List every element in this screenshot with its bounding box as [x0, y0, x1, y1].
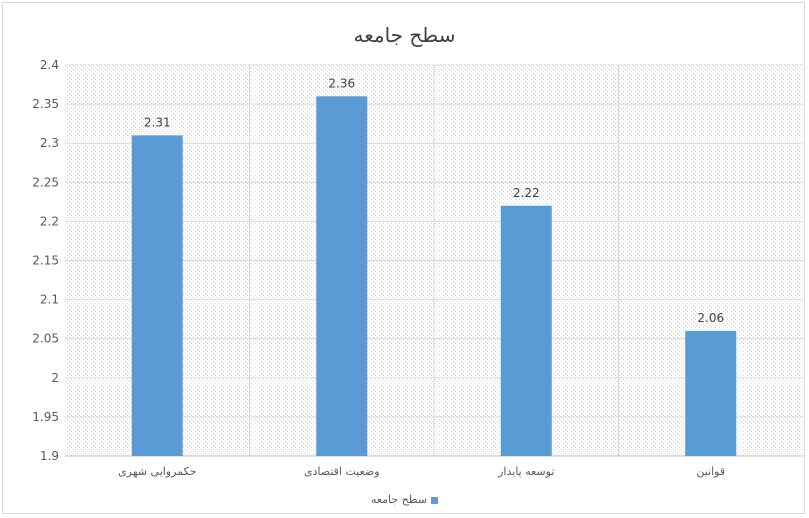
- y-tick-label: 2.25: [32, 175, 59, 189]
- y-tick-label: 2.2: [40, 214, 59, 228]
- bar: [500, 205, 552, 456]
- x-tick-label: توسعه پایدار: [497, 465, 554, 478]
- y-tick-label: 2.4: [40, 58, 59, 72]
- y-tick-label: 2.05: [32, 332, 59, 346]
- bar: [131, 135, 183, 456]
- y-tick-label: 2: [51, 371, 59, 385]
- legend-swatch: [431, 496, 439, 504]
- legend-label: سطح جامعه: [370, 493, 428, 506]
- bar: [685, 330, 737, 456]
- plot-area: 1.9 1.95 2 2.05 2.1 2.15 2.2 2.25 2.3 2.35 2.4 2.3…: [32, 58, 803, 478]
- y-tick-label: 1.95: [32, 410, 59, 424]
- x-tick-label: قوانین: [696, 465, 725, 478]
- y-tick-label: 1.9: [40, 449, 59, 463]
- y-tick-label: 2.35: [32, 97, 59, 111]
- data-label: 2.31: [144, 115, 171, 129]
- data-label: 2.22: [513, 186, 540, 200]
- y-tick-label: 2.15: [32, 254, 59, 268]
- y-tick-label: 2.1: [40, 293, 59, 307]
- data-label: 2.06: [697, 311, 724, 325]
- legend: سطح جامعه: [3, 493, 806, 506]
- x-tick-label: وضعیت اقتصادی: [304, 465, 380, 478]
- x-tick-label: حکمروایی شهری: [118, 465, 196, 478]
- y-tick-label: 2.3: [40, 136, 59, 150]
- bar: [316, 96, 368, 456]
- chart-title: سطح جامعه: [353, 23, 456, 47]
- data-label: 2.36: [328, 76, 355, 90]
